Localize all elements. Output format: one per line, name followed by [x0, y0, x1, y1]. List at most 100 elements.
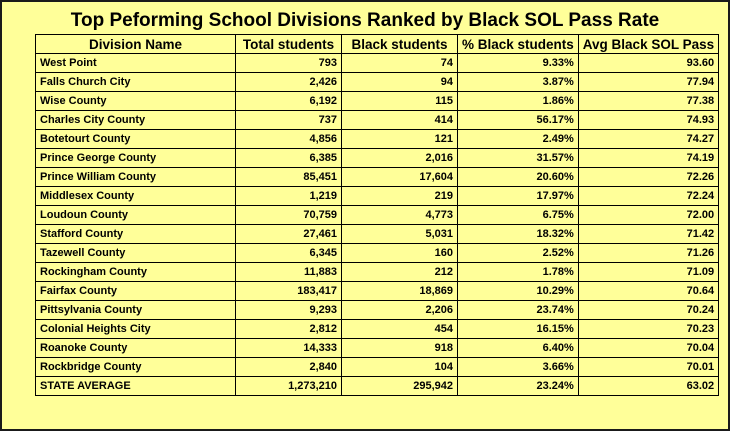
cell-total-students: 6,385 [235, 148, 342, 168]
cell-total-students: 85,451 [235, 167, 342, 187]
table-row: Falls Church City 2,426 94 3.87% 77.94 [35, 72, 720, 92]
cell-total-students: 4,856 [235, 129, 342, 149]
cell-total-students: 6,192 [235, 91, 342, 111]
cell-division-name: STATE AVERAGE [35, 376, 236, 396]
cell-avg-black-sol-pass: 70.04 [577, 338, 720, 358]
cell-pct-black-students: 23.24% [457, 376, 579, 396]
cell-black-students: 4,773 [341, 205, 458, 225]
cell-black-students: 104 [341, 357, 458, 377]
cell-division-name: Prince George County [35, 148, 236, 168]
cell-black-students: 295,942 [341, 376, 458, 396]
cell-total-students: 183,417 [235, 281, 342, 301]
table-row-state-average: STATE AVERAGE 1,273,210 295,942 23.24% 63.02 [35, 376, 720, 396]
cell-pct-black-students: 9.33% [457, 53, 579, 73]
table-row: Fairfax County 183,417 18,869 10.29% 70.64 [35, 281, 720, 301]
cell-black-students: 2,206 [341, 300, 458, 320]
cell-total-students: 2,840 [235, 357, 342, 377]
column-header-avg-black-sol-pass: Avg Black SOL Pass [577, 34, 720, 54]
cell-total-students: 27,461 [235, 224, 342, 244]
cell-total-students: 14,333 [235, 338, 342, 358]
table-row: Middlesex County 1,219 219 17.97% 72.24 [35, 186, 720, 206]
cell-total-students: 2,812 [235, 319, 342, 339]
cell-division-name: Fairfax County [35, 281, 236, 301]
cell-pct-black-students: 2.49% [457, 129, 579, 149]
table-row: West Point 793 74 9.33% 93.60 [35, 53, 720, 73]
cell-avg-black-sol-pass: 71.26 [577, 243, 720, 263]
table-row: Loudoun County 70,759 4,773 6.75% 72.00 [35, 205, 720, 225]
column-header-total-students: Total students [235, 34, 342, 54]
cell-total-students: 1,273,210 [235, 376, 342, 396]
cell-division-name: Tazewell County [35, 243, 236, 263]
cell-pct-black-students: 23.74% [457, 300, 579, 320]
cell-division-name: Prince William County [35, 167, 236, 187]
cell-total-students: 6,345 [235, 243, 342, 263]
cell-division-name: Middlesex County [35, 186, 236, 206]
table-row: Wise County 6,192 115 1.86% 77.38 [35, 91, 720, 111]
cell-pct-black-students: 16.15% [457, 319, 579, 339]
cell-black-students: 94 [341, 72, 458, 92]
cell-avg-black-sol-pass: 70.64 [577, 281, 720, 301]
cell-avg-black-sol-pass: 70.23 [577, 319, 720, 339]
cell-total-students: 70,759 [235, 205, 342, 225]
header-row: Division Name Total students Black student… [35, 34, 720, 54]
cell-black-students: 18,869 [341, 281, 458, 301]
cell-pct-black-students: 10.29% [457, 281, 579, 301]
cell-black-students: 121 [341, 129, 458, 149]
cell-pct-black-students: 1.78% [457, 262, 579, 282]
table-body: West Point 793 74 9.33% 93.60 Falls Church Ci… [35, 53, 720, 396]
cell-total-students: 793 [235, 53, 342, 73]
cell-black-students: 160 [341, 243, 458, 263]
cell-division-name: Charles City County [35, 110, 236, 130]
table-row: Rockbridge County 2,840 104 3.66% 70.01 [35, 357, 720, 377]
column-header-division-name: Division Name [35, 34, 236, 54]
chart-title: Top Peforming School Divisions Ranked by… [70, 10, 660, 31]
cell-total-students: 11,883 [235, 262, 342, 282]
cell-black-students: 212 [341, 262, 458, 282]
cell-black-students: 17,604 [341, 167, 458, 187]
cell-pct-black-students: 6.75% [457, 205, 579, 225]
cell-total-students: 1,219 [235, 186, 342, 206]
cell-avg-black-sol-pass: 72.24 [577, 186, 720, 206]
cell-avg-black-sol-pass: 77.94 [577, 72, 720, 92]
cell-black-students: 2,016 [341, 148, 458, 168]
cell-division-name: Rockbridge County [35, 357, 236, 377]
cell-avg-black-sol-pass: 93.60 [577, 53, 720, 73]
table-row: Roanoke County 14,333 918 6.40% 70.04 [35, 338, 720, 358]
cell-avg-black-sol-pass: 72.00 [577, 205, 720, 225]
cell-avg-black-sol-pass: 70.01 [577, 357, 720, 377]
cell-avg-black-sol-pass: 63.02 [577, 376, 720, 396]
table-row: Charles City County 737 414 56.17% 74.93 [35, 110, 720, 130]
cell-division-name: Loudoun County [35, 205, 236, 225]
cell-division-name: Colonial Heights City [35, 319, 236, 339]
cell-black-students: 74 [341, 53, 458, 73]
table-row: Prince George County 6,385 2,016 31.57% 74.1… [35, 148, 720, 168]
cell-pct-black-students: 31.57% [457, 148, 579, 168]
cell-black-students: 115 [341, 91, 458, 111]
table-row: Stafford County 27,461 5,031 18.32% 71.42 [35, 224, 720, 244]
table-row: Rockingham County 11,883 212 1.78% 71.09 [35, 262, 720, 282]
table-row: Tazewell County 6,345 160 2.52% 71.26 [35, 243, 720, 263]
cell-total-students: 9,293 [235, 300, 342, 320]
table-row: Botetourt County 4,856 121 2.49% 74.27 [35, 129, 720, 149]
cell-pct-black-students: 6.40% [457, 338, 579, 358]
cell-avg-black-sol-pass: 70.24 [577, 300, 720, 320]
cell-black-students: 5,031 [341, 224, 458, 244]
table-row: Prince William County 85,451 17,604 20.60% 7… [35, 167, 720, 187]
data-table: Division Name Total students Black student… [35, 34, 720, 396]
cell-avg-black-sol-pass: 74.19 [577, 148, 720, 168]
cell-total-students: 737 [235, 110, 342, 130]
cell-division-name: Stafford County [35, 224, 236, 244]
cell-pct-black-students: 20.60% [457, 167, 579, 187]
cell-avg-black-sol-pass: 72.26 [577, 167, 720, 187]
cell-avg-black-sol-pass: 71.42 [577, 224, 720, 244]
cell-black-students: 219 [341, 186, 458, 206]
column-header-black-students: Black students [341, 34, 458, 54]
cell-pct-black-students: 18.32% [457, 224, 579, 244]
cell-total-students: 2,426 [235, 72, 342, 92]
table-row: Pittsylvania County 9,293 2,206 23.74% 70.24 [35, 300, 720, 320]
cell-black-students: 454 [341, 319, 458, 339]
cell-avg-black-sol-pass: 74.93 [577, 110, 720, 130]
cell-black-students: 414 [341, 110, 458, 130]
cell-pct-black-students: 2.52% [457, 243, 579, 263]
